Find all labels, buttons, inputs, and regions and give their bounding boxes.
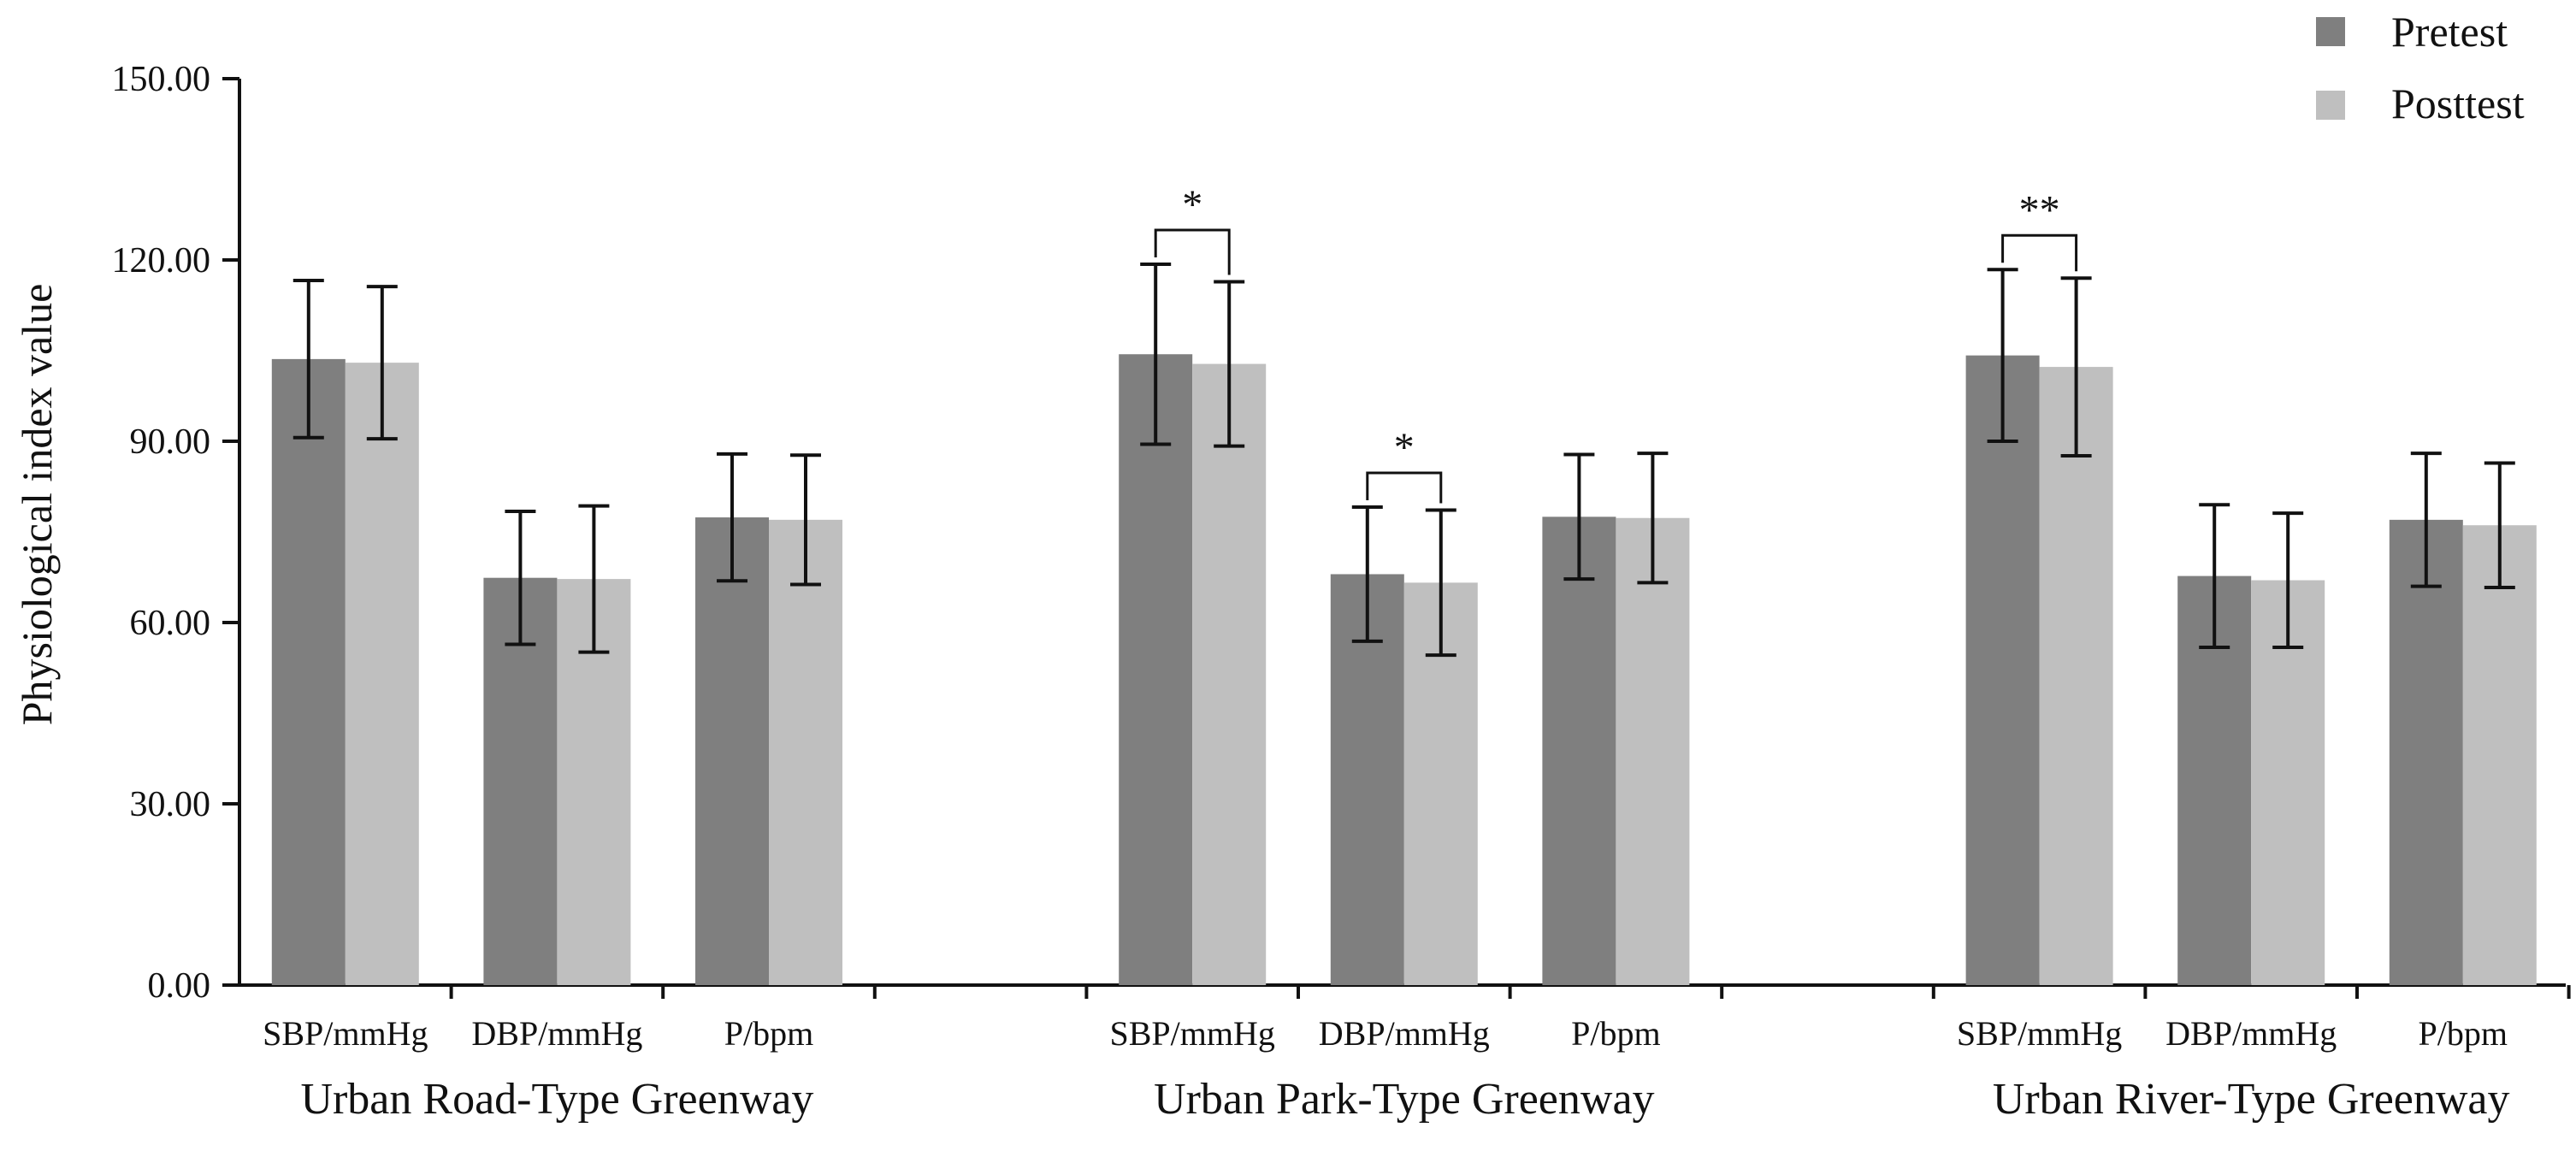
legend-swatch-pretest <box>2316 17 2345 46</box>
x-category-label: SBP/mmHg <box>1109 1014 1274 1053</box>
legend-swatch-posttest <box>2316 91 2345 120</box>
y-tick-label: 30.00 <box>130 785 211 824</box>
y-tick-label: 0.00 <box>148 966 211 1006</box>
error-bars <box>292 262 2515 658</box>
x-axis <box>239 983 2571 999</box>
bars <box>271 354 2537 986</box>
legend-label-pretest: Pretest <box>2391 8 2508 56</box>
x-category-label: SBP/mmHg <box>1957 1014 2122 1053</box>
bar-pretest <box>1965 355 2040 985</box>
significance-label: * <box>1182 182 1202 227</box>
significance-label: * <box>1394 425 1415 470</box>
x-category-label: P/bpm <box>2419 1014 2508 1053</box>
bar-pretest <box>1119 354 1193 985</box>
x-group-label: Urban Park-Type Greenway <box>1154 1075 1654 1124</box>
bar-pretest <box>695 517 769 985</box>
x-category-label: DBP/mmHg <box>2165 1014 2337 1053</box>
x-category-label: DBP/mmHg <box>1319 1014 1490 1053</box>
y-tick-label: 120.00 <box>112 241 211 280</box>
x-category-label: P/bpm <box>1571 1014 1660 1053</box>
significance-label: ** <box>2019 187 2060 233</box>
bar-posttest <box>769 519 842 985</box>
x-group-label: Urban River-Type Greenway <box>1993 1075 2510 1124</box>
significance-bracket <box>2001 233 2078 272</box>
significance-bracket <box>1366 471 1443 504</box>
bar-pretest <box>2389 519 2463 985</box>
bar-posttest <box>2039 367 2113 986</box>
legend: Pretest Posttest <box>2316 8 2525 127</box>
y-tick-label: 90.00 <box>130 422 211 462</box>
bar-pretest <box>1542 516 1616 985</box>
significance-markers: **** <box>1154 182 2078 504</box>
significance-bracket <box>1154 228 1231 275</box>
y-tick-label: 150.00 <box>112 60 211 99</box>
y-axis: 0.00 30.00 60.00 90.00 120.00 150.00 <box>112 60 241 1006</box>
bar-pretest <box>271 358 346 986</box>
x-category-label: P/bpm <box>724 1014 813 1053</box>
bar-posttest <box>1192 363 1267 986</box>
bar-posttest <box>2462 525 2537 985</box>
x-category-label: DBP/mmHg <box>471 1014 642 1053</box>
legend-label-posttest: Posttest <box>2391 80 2525 127</box>
y-axis-label: Physiological index value <box>13 284 61 726</box>
bar-posttest <box>1616 517 1690 985</box>
y-tick-label: 60.00 <box>130 604 211 643</box>
bar-posttest <box>345 363 419 986</box>
x-group-label: Urban Road-Type Greenway <box>300 1075 813 1124</box>
category-labels: SBP/mmHg DBP/mmHg P/bpm Urban Road-Type Gre… <box>263 1014 2509 1124</box>
x-category-label: SBP/mmHg <box>263 1014 428 1053</box>
